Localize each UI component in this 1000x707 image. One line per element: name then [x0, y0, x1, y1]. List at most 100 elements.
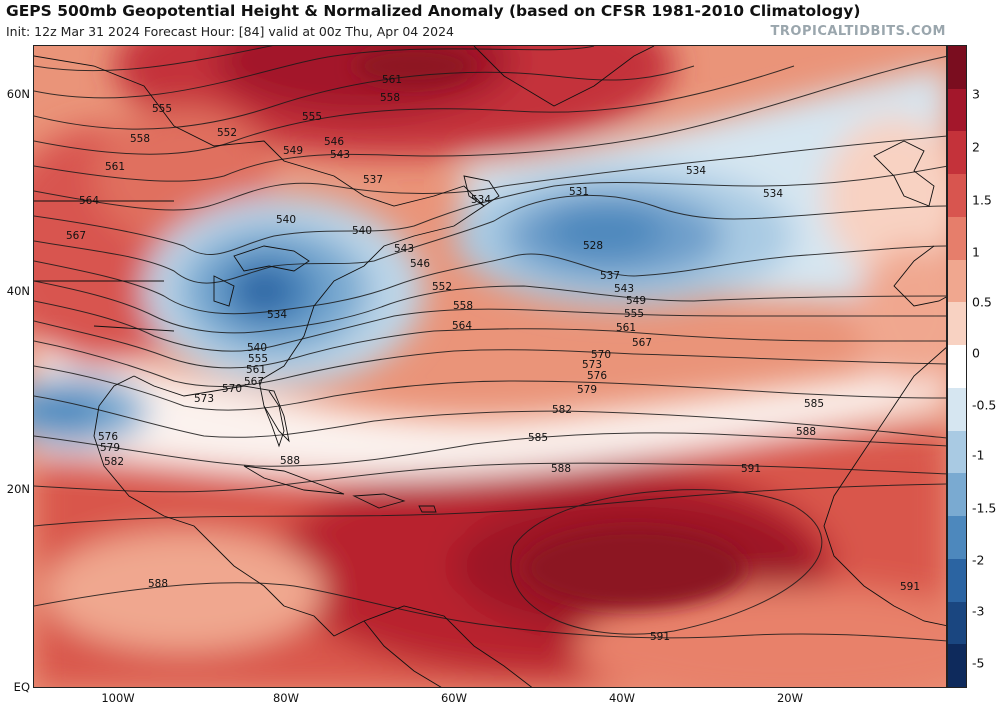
height-contours — [34, 46, 946, 642]
lon-label-80w: 80W — [272, 691, 300, 705]
contour-label: 564 — [79, 195, 99, 207]
contour-label: 585 — [804, 398, 824, 410]
anomaly-map: 561 558 555 555 558 552 561 549 546 543 … — [33, 45, 947, 688]
colorbar-label: 3 — [972, 86, 980, 102]
contour-label: 579 — [577, 384, 597, 396]
colorbar-label: -5 — [972, 655, 985, 671]
contour-label: 591 — [741, 463, 761, 475]
contour-label: 552 — [432, 281, 452, 293]
contour-label: 585 — [528, 432, 548, 444]
colorbar-label: 2 — [972, 139, 980, 155]
contour-label: 540 — [247, 342, 267, 354]
contour-label: 561 — [246, 364, 266, 376]
contour-label: 534 — [471, 194, 491, 206]
colorbar-label: 0.5 — [972, 294, 992, 310]
coastlines — [34, 46, 946, 687]
colorbar-segment — [948, 216, 966, 261]
contour-label: 555 — [248, 353, 268, 365]
colorbar-label: -2 — [972, 552, 985, 568]
contour-label: 567 — [632, 337, 652, 349]
contour-label: 549 — [626, 295, 646, 307]
anomaly-shading — [34, 46, 946, 687]
contour-label: 588 — [148, 578, 168, 590]
contour-label: 570 — [222, 383, 242, 395]
colorbar-segment — [948, 473, 966, 518]
colorbar-label: -1 — [972, 447, 985, 463]
contour-label: 540 — [276, 214, 296, 226]
contour-label: 558 — [453, 300, 473, 312]
contour-label: 573 — [582, 359, 602, 371]
colorbar-segment — [948, 601, 966, 646]
contour-label: 564 — [452, 320, 472, 332]
lon-label-100w: 100W — [101, 691, 135, 705]
colorbar-label: -1.5 — [972, 500, 997, 516]
colorbar-segment — [948, 302, 966, 347]
contour-label: 534 — [763, 188, 783, 200]
contour-label: 561 — [105, 161, 125, 173]
contour-label: 561 — [382, 74, 402, 86]
colorbar-label: 1.5 — [972, 192, 992, 208]
contour-label: 573 — [194, 393, 214, 405]
contour-label: 558 — [380, 92, 400, 104]
contour-label: 534 — [686, 165, 706, 177]
contour-label: 549 — [283, 145, 303, 157]
contour-label: 543 — [330, 149, 350, 161]
contour-label: 579 — [100, 442, 120, 454]
contour-label: 555 — [152, 103, 172, 115]
chart-title: GEPS 500mb Geopotential Height & Normali… — [6, 2, 861, 20]
colorbar-segment — [948, 46, 966, 90]
contour-label: 552 — [217, 127, 237, 139]
colorbar-segment — [948, 88, 966, 133]
contour-label: 567 — [66, 230, 86, 242]
contour-label: 555 — [302, 111, 322, 123]
contour-label: 588 — [551, 463, 571, 475]
colorbar-segment — [948, 644, 966, 687]
contour-label: 543 — [614, 283, 634, 295]
colorbar-label: 0 — [972, 345, 980, 361]
contour-label: 591 — [900, 581, 920, 593]
contour-label: 555 — [624, 308, 644, 320]
lat-label-eq: EQ — [13, 680, 30, 694]
contour-label: 543 — [394, 243, 414, 255]
colorbar-segment — [948, 259, 966, 304]
lon-label-40w: 40W — [608, 691, 636, 705]
lon-label-20w: 20W — [776, 691, 804, 705]
colorbar-label: -3 — [972, 603, 985, 619]
colorbar-segment — [948, 558, 966, 603]
lat-label-40n: 40N — [6, 284, 30, 298]
contour-label: 588 — [280, 455, 300, 467]
contour-label: 534 — [267, 309, 287, 321]
colorbar-segment — [948, 131, 966, 176]
colorbar-segment — [948, 430, 966, 475]
lon-label-60w: 60W — [440, 691, 468, 705]
contour-label: 576 — [98, 431, 118, 443]
contour-label: 546 — [324, 136, 344, 148]
contour-label: 570 — [591, 349, 611, 361]
contour-label: 537 — [363, 174, 383, 186]
contour-label: 582 — [104, 456, 124, 468]
contour-label: 528 — [583, 240, 603, 252]
chart-subtitle: Init: 12z Mar 31 2024 Forecast Hour: [84… — [6, 24, 455, 39]
contour-label: 546 — [410, 258, 430, 270]
colorbar-label: -0.5 — [972, 397, 997, 413]
contour-label: 537 — [600, 270, 620, 282]
brand-watermark: TROPICALTIDBITS.COM — [770, 24, 946, 39]
colorbar-segment — [948, 345, 966, 389]
anomaly-colorbar — [947, 45, 967, 688]
contour-label: 588 — [796, 426, 816, 438]
contour-label: 576 — [587, 370, 607, 382]
contour-label: 591 — [650, 631, 670, 643]
colorbar-segment — [948, 387, 966, 432]
colorbar-segment — [948, 516, 966, 560]
colorbar-segment — [948, 174, 966, 218]
contour-labels: 561 558 555 555 558 552 561 549 546 543 … — [66, 74, 920, 643]
contour-label: 531 — [569, 186, 589, 198]
contour-label: 567 — [244, 376, 264, 388]
contour-label: 561 — [616, 322, 636, 334]
lat-label-60n: 60N — [6, 87, 30, 101]
contour-label: 540 — [352, 225, 372, 237]
colorbar-label: 1 — [972, 244, 980, 260]
contour-label: 582 — [552, 404, 572, 416]
lat-label-20n: 20N — [6, 482, 30, 496]
contour-label: 558 — [130, 133, 150, 145]
